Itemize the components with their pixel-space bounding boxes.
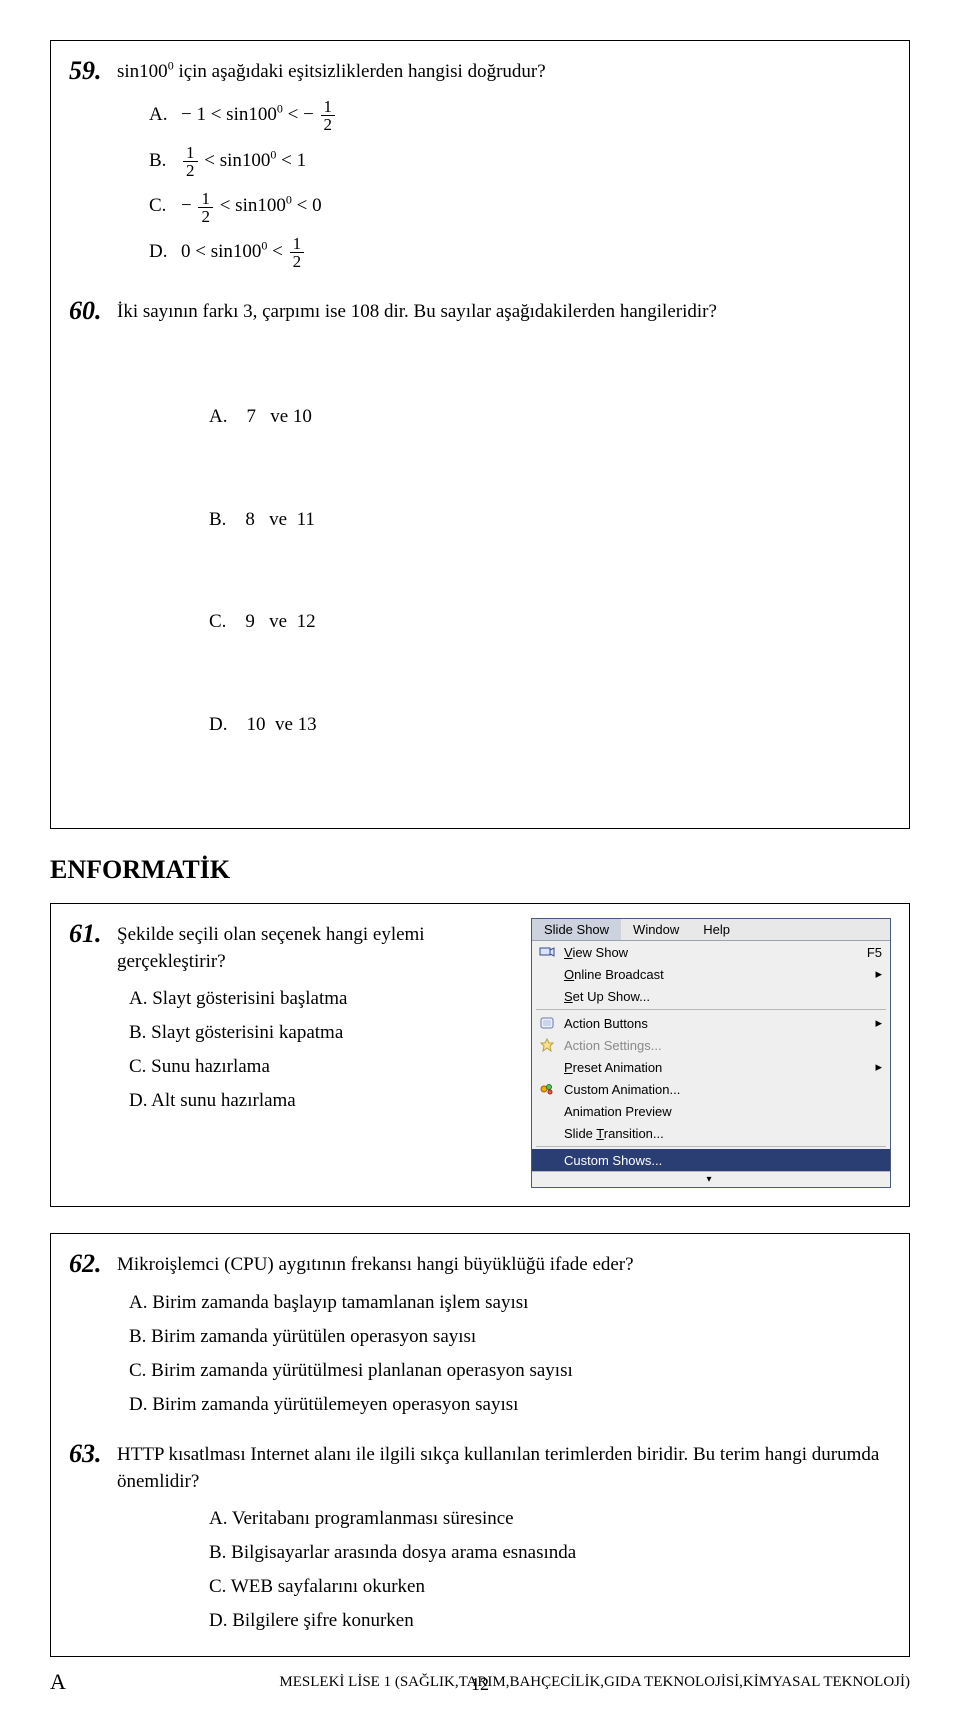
option-A: A. 7 ve 10	[209, 400, 891, 434]
option-A: A. − 1 < sin1000 < − 12	[149, 92, 891, 138]
option-C: C. − 12 < sin1000 < 0	[149, 183, 891, 229]
question-text: Mikroişlemci (CPU) aygıtının frekansı ha…	[117, 1248, 634, 1279]
question-number: 63.	[69, 1438, 107, 1469]
submenu-arrow-icon: ▸	[870, 1059, 882, 1075]
options-59: A. − 1 < sin1000 < − 12 B. 12 < sin1000 …	[149, 92, 891, 274]
button-icon	[536, 1014, 558, 1032]
menubar-item: Help	[691, 919, 742, 940]
options-61: A. Slayt gösterisini başlatma B. Slayt g…	[129, 982, 515, 1119]
menu-item: Set Up Show...	[532, 985, 890, 1007]
question-text: Şekilde seçili olan seçenek hangi eylemi…	[117, 918, 515, 975]
option-B: B. 8 ve 11	[209, 503, 891, 537]
question-number: 62.	[69, 1248, 107, 1279]
menu-item: Slide Transition...	[532, 1122, 890, 1144]
menu-item-label: Preset Animation	[564, 1060, 864, 1075]
blank-icon	[536, 1058, 558, 1076]
submenu-arrow-icon: ▸	[870, 966, 882, 982]
option-C: C. WEB sayfalarını okurken	[209, 1570, 891, 1604]
question-59: 59. sin1000 için aşağıdaki eşitsizlikler…	[69, 55, 891, 86]
menu-item-label: Online Broadcast	[564, 967, 864, 982]
option-D: D. Bilgilere şifre konurken	[209, 1604, 891, 1638]
menubar: Slide Show Window Help	[532, 919, 890, 941]
menu-item: Custom Shows...	[532, 1149, 890, 1171]
option-D: D. 0 < sin1000 < 12	[149, 229, 891, 275]
menu-item-label: Slide Transition...	[564, 1126, 882, 1141]
option-A: A. Birim zamanda başlayıp tamamlanan işl…	[129, 1286, 891, 1320]
blank-icon	[536, 1124, 558, 1142]
menu-item-label: Custom Animation...	[564, 1082, 882, 1097]
menu-item-label: Action Settings...	[564, 1038, 882, 1053]
footer-right: MESLEKİ LİSE 1 (SAĞLIK,TARIM,BAHÇECİLİK,…	[120, 1674, 910, 1691]
blank-icon	[536, 965, 558, 983]
menubar-item: Slide Show	[532, 919, 621, 940]
menu-item: Action Settings...	[532, 1034, 890, 1056]
question-number: 59.	[69, 55, 107, 86]
menu-shortcut: F5	[867, 945, 882, 960]
question-box-62-63: 62. Mikroişlemci (CPU) aygıtının frekans…	[50, 1233, 910, 1657]
question-box-59-60: 59. sin1000 için aşağıdaki eşitsizlikler…	[50, 40, 910, 829]
blank-icon	[536, 987, 558, 1005]
question-text: sin1000 için aşağıdaki eşitsizliklerden …	[117, 55, 546, 86]
option-A: A. Veritabanı programlanması süresince	[209, 1502, 891, 1536]
question-number: 61.	[69, 918, 107, 949]
option-D: D. 10 ve 13	[209, 708, 891, 742]
question-61: 61. Şekilde seçili olan seçenek hangi ey…	[69, 918, 515, 975]
projector-icon	[536, 943, 558, 961]
question-63: 63. HTTP kısatlması Internet alanı ile i…	[69, 1438, 891, 1495]
question-60: 60. İki sayının farkı 3, çarpımı ise 108…	[69, 295, 891, 326]
option-B: B. Slayt gösterisini kapatma	[129, 1016, 515, 1050]
option-B: B. 12 < sin1000 < 1	[149, 138, 891, 184]
menu-separator	[536, 1009, 886, 1010]
menu-item-label: Animation Preview	[564, 1104, 882, 1119]
option-D: D. Birim zamanda yürütülemeyen operasyon…	[129, 1388, 891, 1422]
blank-icon	[536, 1102, 558, 1120]
page-content: 59. sin1000 için aşağıdaki eşitsizlikler…	[0, 0, 960, 1713]
anim-icon	[536, 1080, 558, 1098]
menu-screenshot: Slide Show Window Help View ShowF5Online…	[531, 918, 891, 1188]
menu-item-label: Action Buttons	[564, 1016, 864, 1031]
question-text: HTTP kısatlması Internet alanı ile ilgil…	[117, 1438, 891, 1495]
menu-item: Animation Preview	[532, 1100, 890, 1122]
menu-item: View Show F5	[532, 941, 890, 963]
question-number: 60.	[69, 295, 107, 326]
option-B: B. Birim zamanda yürütülen operasyon say…	[129, 1320, 891, 1354]
blank-icon	[536, 1151, 558, 1169]
menu-item: Action Buttons ▸	[532, 1012, 890, 1034]
menu-item: Online Broadcast ▸	[532, 963, 890, 985]
star-icon	[536, 1036, 558, 1054]
question-text: İki sayının farkı 3, çarpımı ise 108 dir…	[117, 295, 717, 326]
option-B: B. Bilgisayarlar arasında dosya arama es…	[209, 1536, 891, 1570]
section-title: ENFORMATİK	[50, 855, 910, 885]
option-D: D. Alt sunu hazırlama	[129, 1084, 515, 1118]
option-C: C. 9 ve 12	[209, 605, 891, 639]
menu-item: Custom Animation...	[532, 1078, 890, 1100]
dropdown-menu: View Show F5Online Broadcast ▸ Set Up Show.…	[532, 941, 890, 1187]
options-60: A. 7 ve 10 B. 8 ve 11 C. 9 ve 12 D. 10 v…	[209, 332, 891, 811]
question-62: 62. Mikroişlemci (CPU) aygıtının frekans…	[69, 1248, 891, 1279]
option-A: A. Slayt gösterisini başlatma	[129, 982, 515, 1016]
menu-item-label: Set Up Show...	[564, 989, 882, 1004]
menu-separator	[536, 1146, 886, 1147]
options-62: A. Birim zamanda başlayıp tamamlanan işl…	[129, 1286, 891, 1423]
option-C: C. Sunu hazırlama	[129, 1050, 515, 1084]
menu-item-label: View Show	[564, 945, 861, 960]
option-C: C. Birim zamanda yürütülmesi planlanan o…	[129, 1354, 891, 1388]
submenu-arrow-icon: ▸	[870, 1015, 882, 1031]
question-box-61: 61. Şekilde seçili olan seçenek hangi ey…	[50, 903, 910, 1207]
menu-item-label: Custom Shows...	[564, 1153, 882, 1168]
footer-left: A	[50, 1669, 80, 1695]
menu-item: Preset Animation ▸	[532, 1056, 890, 1078]
menu-expand-icon: ▾	[532, 1171, 890, 1187]
menubar-item: Window	[621, 919, 691, 940]
options-63: A. Veritabanı programlanması süresince B…	[209, 1502, 891, 1639]
